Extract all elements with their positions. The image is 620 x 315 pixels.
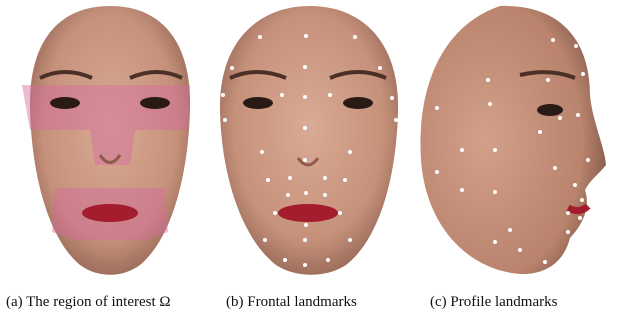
landmark [230,66,234,70]
landmark [286,193,290,197]
landmark [266,178,270,182]
landmark [303,126,307,130]
landmark [435,106,439,110]
landmark [566,230,570,234]
face-b [220,6,398,275]
landmark [303,263,307,267]
face-c [420,6,606,274]
landmark [304,34,308,38]
landmark [348,238,352,242]
landmark [258,35,262,39]
caption: (c) Profile landmarks [430,294,558,310]
landmark [328,93,332,97]
landmark [488,102,492,106]
landmark [561,258,565,262]
landmark [303,158,307,162]
landmark [493,148,497,152]
landmark [576,113,580,117]
face-feature [278,204,338,222]
face-a [22,6,190,275]
landmark [394,118,398,122]
landmark [304,191,308,195]
landmark [304,223,308,227]
landmark [263,238,267,242]
landmark [338,211,342,215]
landmark [566,211,570,215]
landmark [303,238,307,242]
landmark [553,166,557,170]
figure: (a) The region of interest Ω (b) Frontal… [0,0,620,315]
landmark [508,228,512,232]
landmark [460,148,464,152]
caption: (a) The region of interest Ω [6,294,171,310]
landmark [493,190,497,194]
landmark [538,130,542,134]
landmark [353,35,357,39]
face-feature [420,6,606,274]
landmark [493,240,497,244]
landmark [586,158,590,162]
landmark [343,178,347,182]
landmark [574,44,578,48]
landmark [323,176,327,180]
landmark [303,65,307,69]
landmark [283,258,287,262]
caption: (b) Frontal landmarks [226,294,357,310]
landmark [288,176,292,180]
landmark [326,258,330,262]
face-feature [140,97,170,109]
landmark [303,95,307,99]
face-feature [50,97,80,109]
landmark [580,198,584,202]
face-feature [243,97,273,109]
landmark [280,93,284,97]
landmark [221,93,225,97]
landmark [543,260,547,264]
landmark [378,66,382,70]
landmark [390,96,394,100]
landmark [573,183,577,187]
landmark [551,38,555,42]
face-feature [82,204,138,222]
page: (a) The region of interest Ω (b) Frontal… [0,0,620,315]
landmark [223,118,227,122]
face-feature [220,6,398,275]
landmark [348,150,352,154]
landmark [581,72,585,76]
landmark [460,188,464,192]
face-feature [343,97,373,109]
landmark [518,248,522,252]
face-feature [537,104,563,116]
landmark [486,78,490,82]
landmark [435,170,439,174]
landmark [260,150,264,154]
landmark [323,193,327,197]
landmark [578,216,582,220]
landmark [558,116,562,120]
landmark [273,211,277,215]
landmark [546,78,550,82]
